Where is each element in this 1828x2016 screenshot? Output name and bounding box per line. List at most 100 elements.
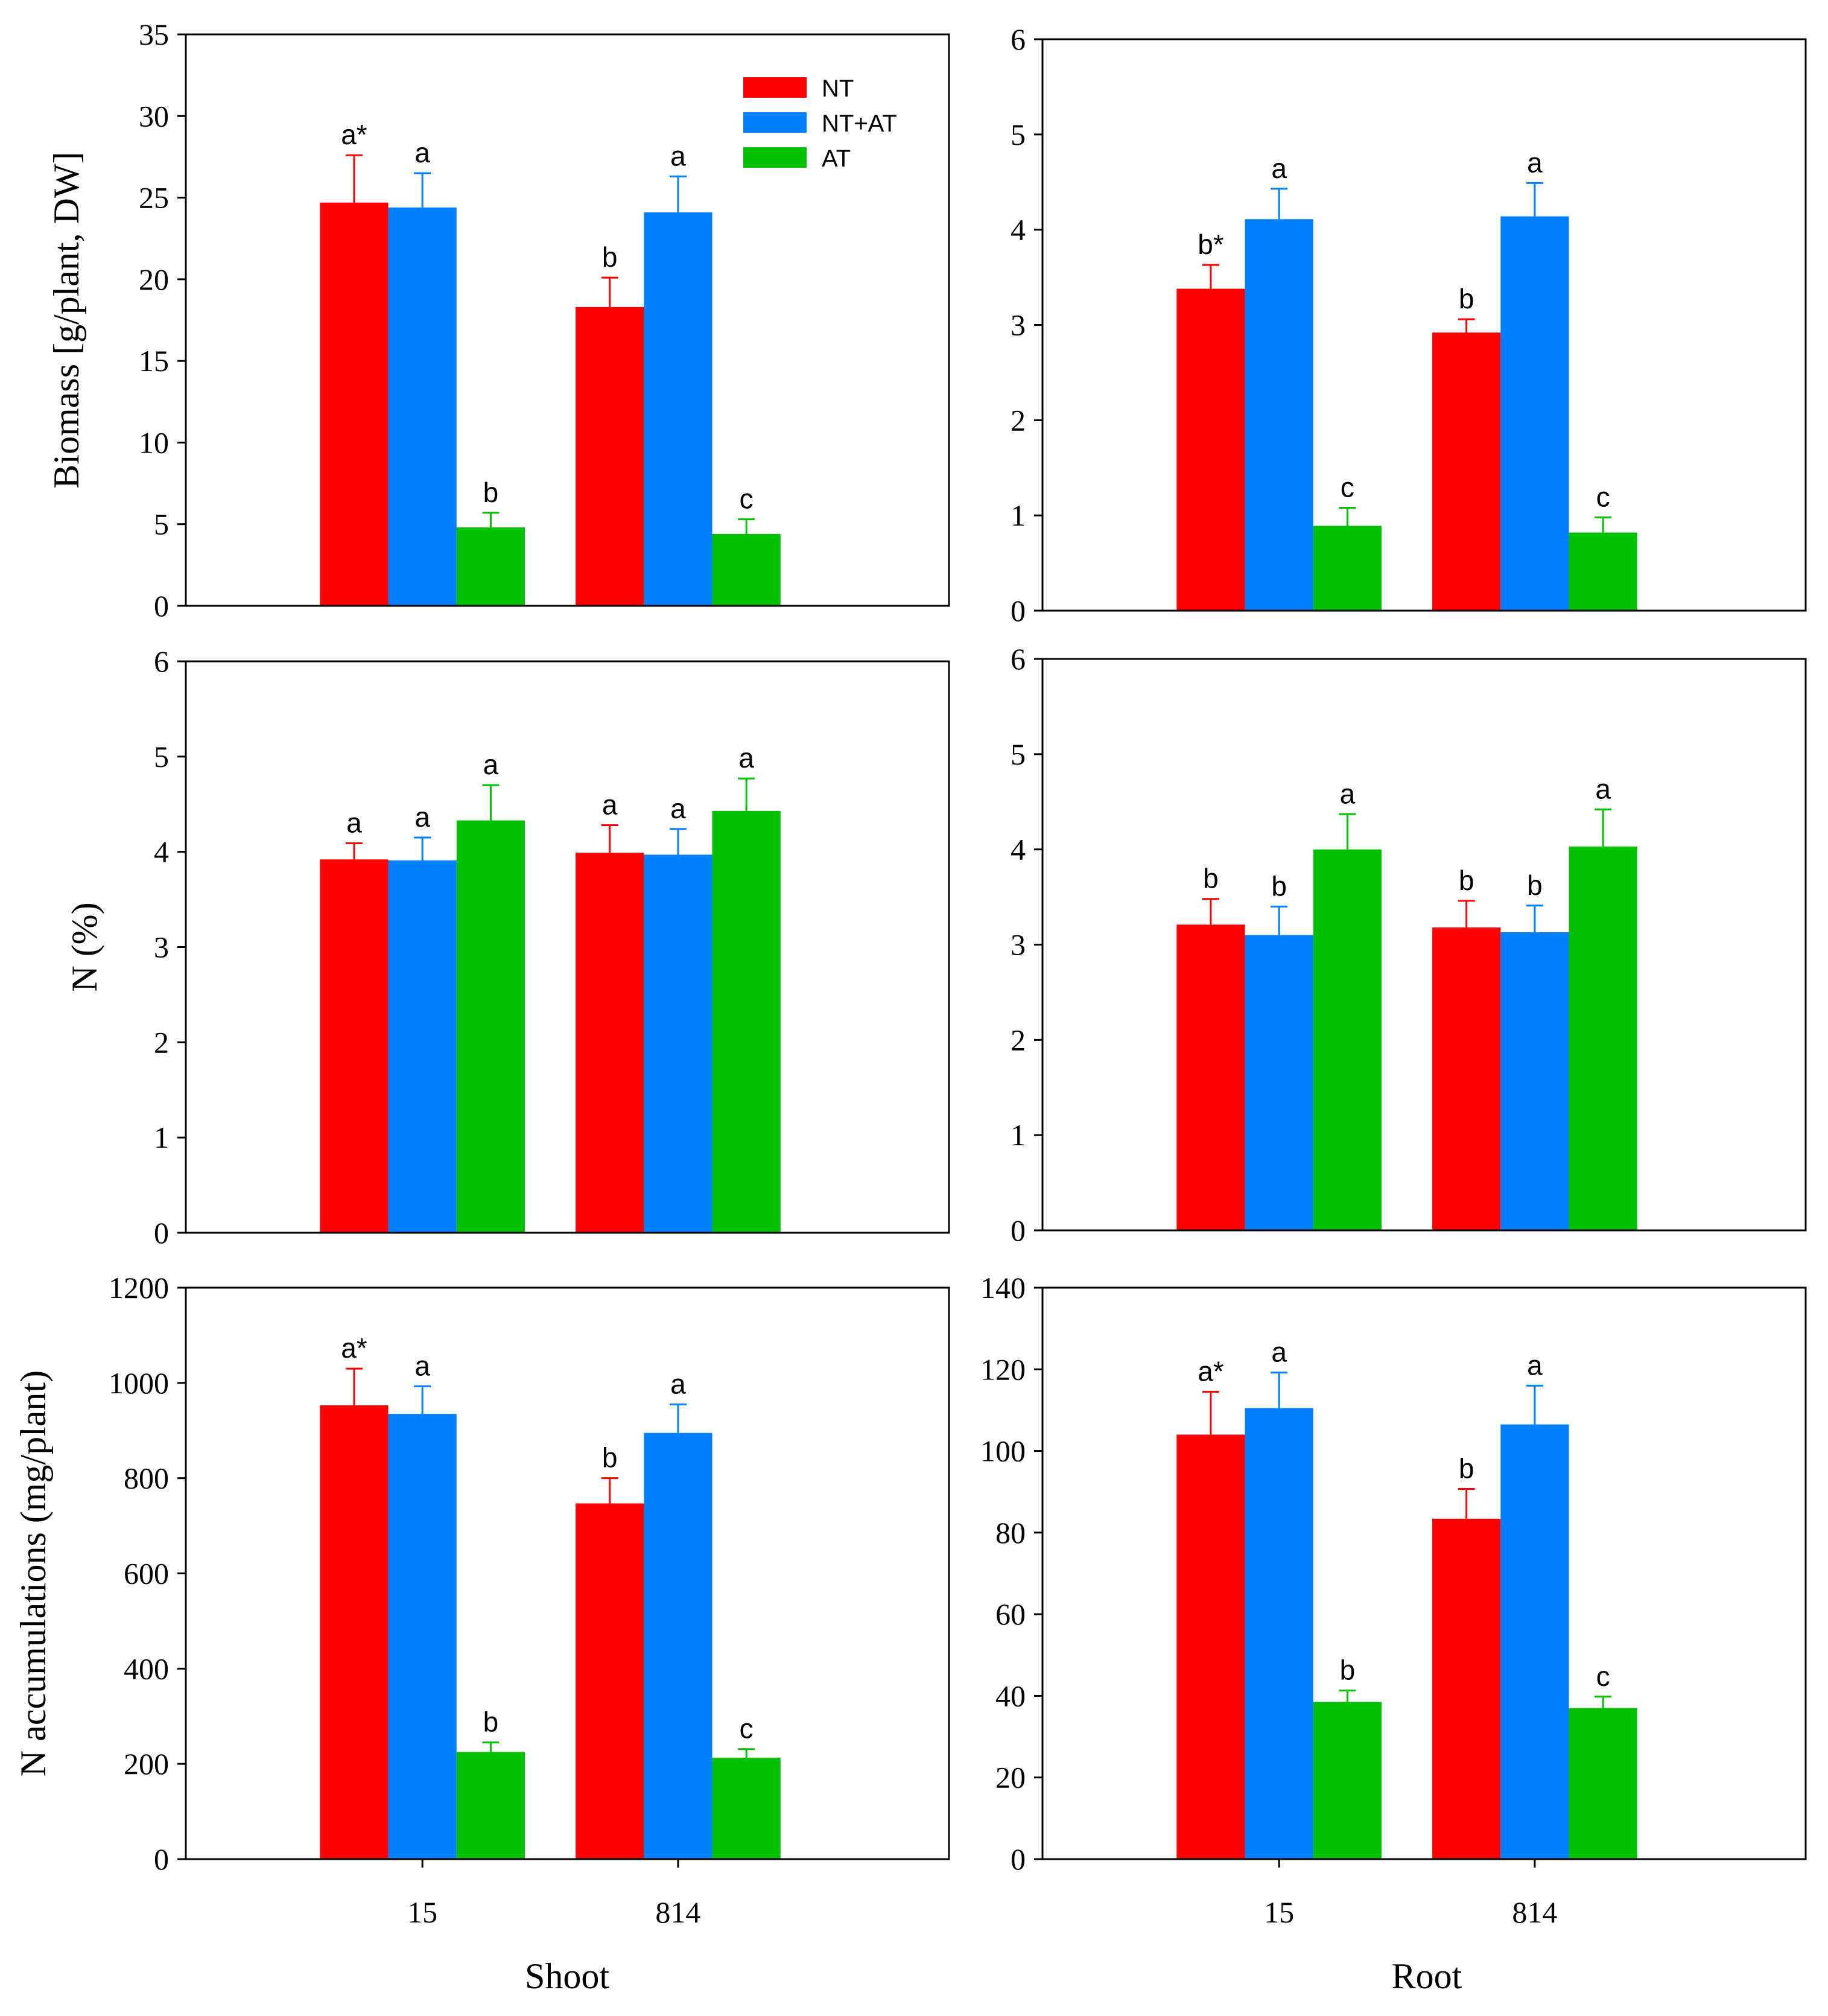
y-tick-label: 3 — [154, 930, 169, 964]
significance-label-nt-at-814: b — [1527, 870, 1543, 901]
bar-nt-at-814 — [644, 1433, 712, 1859]
y-tick-label: 1 — [1011, 1118, 1026, 1152]
y-tick-label: 1 — [1011, 498, 1026, 532]
significance-label-at-814: c — [1596, 481, 1610, 512]
significance-label-nt-at-15: a — [414, 801, 430, 833]
y-tick-label: 1200 — [109, 1271, 169, 1305]
significance-label-at-15: c — [1341, 472, 1354, 503]
bar-at-814 — [1569, 846, 1637, 1230]
bar-at-814 — [712, 533, 781, 606]
x-tick-label-814: 814 — [1512, 1895, 1557, 1929]
significance-label-nt-814: b — [1459, 283, 1474, 314]
bar-nt-at-814 — [1500, 932, 1569, 1230]
y-tick-label: 3 — [1011, 928, 1026, 962]
x-tick-label-814: 814 — [655, 1895, 700, 1929]
y-tick-label: 15 — [139, 344, 169, 378]
significance-label-nt-at-814: a — [1527, 147, 1543, 178]
bar-nt-814 — [576, 853, 644, 1233]
y-tick-label: 20 — [995, 1761, 1026, 1795]
bar-nt-15 — [320, 202, 389, 606]
y-tick-label: 40 — [995, 1679, 1026, 1712]
significance-label-nt-at-15: a — [414, 137, 430, 168]
bar-nt-at-814 — [1500, 216, 1569, 611]
significance-label-at-814: a — [1595, 773, 1611, 804]
bar-nt-814 — [1432, 927, 1501, 1230]
plot-frame — [1041, 38, 1807, 612]
bar-nt-at-814 — [1500, 1424, 1569, 1859]
y-tick-label: 800 — [124, 1461, 169, 1495]
significance-label-at-814: c — [740, 483, 754, 515]
bar-nt-15 — [1176, 1434, 1245, 1859]
column-label-shoot: Shoot — [525, 1956, 609, 1996]
y-tick-label: 5 — [1011, 737, 1026, 771]
bar-nt-at-15 — [388, 207, 457, 606]
bar-nt-at-15 — [1245, 1408, 1313, 1859]
y-tick-label: 4 — [154, 835, 169, 869]
significance-label-nt-15: a — [346, 807, 362, 838]
y-tick-label: 400 — [124, 1652, 169, 1685]
significance-label-nt-814: b — [602, 241, 618, 273]
panel-shoot-n-accumulation: a* a b 15 b a c 814 0 200 400 600 800 1000 1200 N accum… — [13, 1271, 950, 1929]
significance-label-nt-15: b* — [1198, 229, 1224, 260]
bar-nt-814 — [576, 307, 644, 606]
bar-nt-at-814 — [644, 212, 712, 606]
y-tick-label: 3 — [1011, 308, 1026, 342]
significance-label-nt-15: a* — [341, 1332, 367, 1364]
significance-label-nt-at-814: a — [670, 140, 686, 171]
y-tick-label: 2 — [1011, 403, 1026, 437]
bar-nt-at-814 — [644, 854, 712, 1233]
significance-label-nt-at-814: a — [670, 793, 686, 824]
legend: NT NT+AT AT — [743, 75, 897, 172]
y-tick-label: 4 — [1011, 213, 1026, 247]
panel-shoot-biomass: a* a b b a c 0 5 10 15 20 25 30 35 Biomass [g/plant, D… — [46, 17, 950, 623]
y-tick-label: 2 — [154, 1025, 169, 1059]
plot-frame — [185, 33, 950, 607]
y-tick-label: 20 — [139, 262, 169, 296]
bar-at-15 — [1313, 526, 1382, 611]
y-tick-label: 1 — [154, 1121, 169, 1154]
bar-nt-814 — [1432, 1518, 1501, 1859]
significance-label-nt-814: b — [1459, 1452, 1474, 1484]
significance-label-nt-15: b — [1203, 863, 1219, 894]
y-tick-label: 1000 — [109, 1366, 169, 1400]
y-tick-label: 5 — [1011, 118, 1026, 151]
y-tick-label: 100 — [980, 1434, 1026, 1468]
y-tick-label: 5 — [154, 740, 169, 774]
significance-label-nt-at-15: a — [1271, 153, 1287, 184]
x-tick-label-15: 15 — [407, 1895, 437, 1929]
bar-nt-15 — [320, 1405, 389, 1859]
y-tick-label: 0 — [1011, 594, 1026, 628]
bar-nt-814 — [1432, 332, 1501, 611]
bar-at-814 — [712, 810, 781, 1233]
significance-label-nt-at-814: a — [1527, 1349, 1543, 1381]
y-tick-label: 0 — [1011, 1213, 1026, 1247]
significance-label-at-15: b — [483, 1706, 499, 1738]
bar-at-15 — [456, 1752, 525, 1859]
significance-label-at-814: c — [740, 1713, 754, 1744]
significance-label-nt-15: a* — [1198, 1355, 1224, 1387]
y-tick-label: 200 — [124, 1747, 169, 1781]
significance-label-at-15: b — [483, 477, 499, 508]
significance-label-nt-15: a* — [341, 119, 367, 150]
y-tick-label: 600 — [124, 1557, 169, 1591]
bar-nt-at-15 — [388, 860, 457, 1233]
bar-nt-at-15 — [388, 1414, 457, 1859]
significance-label-nt-at-15: b — [1271, 870, 1287, 901]
panel-root-biomass: b* a c b a c 0 1 2 3 4 5 6 — [1011, 22, 1807, 628]
significance-label-nt-at-15: a — [1271, 1337, 1287, 1368]
significance-label-nt-at-814: a — [670, 1368, 686, 1399]
y-tick-label: 4 — [1011, 833, 1026, 866]
bar-nt-15 — [1176, 288, 1245, 611]
legend-swatch-nt — [743, 77, 807, 98]
significance-label-nt-814: b — [1459, 865, 1474, 896]
y-axis-title-shoot-biomass: Biomass [g/plant, DW] — [46, 151, 86, 488]
y-tick-label: 6 — [1011, 642, 1026, 676]
y-tick-label: 30 — [139, 99, 169, 133]
plot-frame — [1041, 658, 1807, 1232]
bar-at-15 — [456, 527, 525, 606]
legend-swatch-at — [743, 147, 807, 168]
panel-root-n-accumulation: a* a b 15 b a c 814 0 20 40 60 80 100 120 140 — [980, 1271, 1807, 1929]
y-axis-title-shoot-n-percent: N (%) — [65, 902, 104, 991]
